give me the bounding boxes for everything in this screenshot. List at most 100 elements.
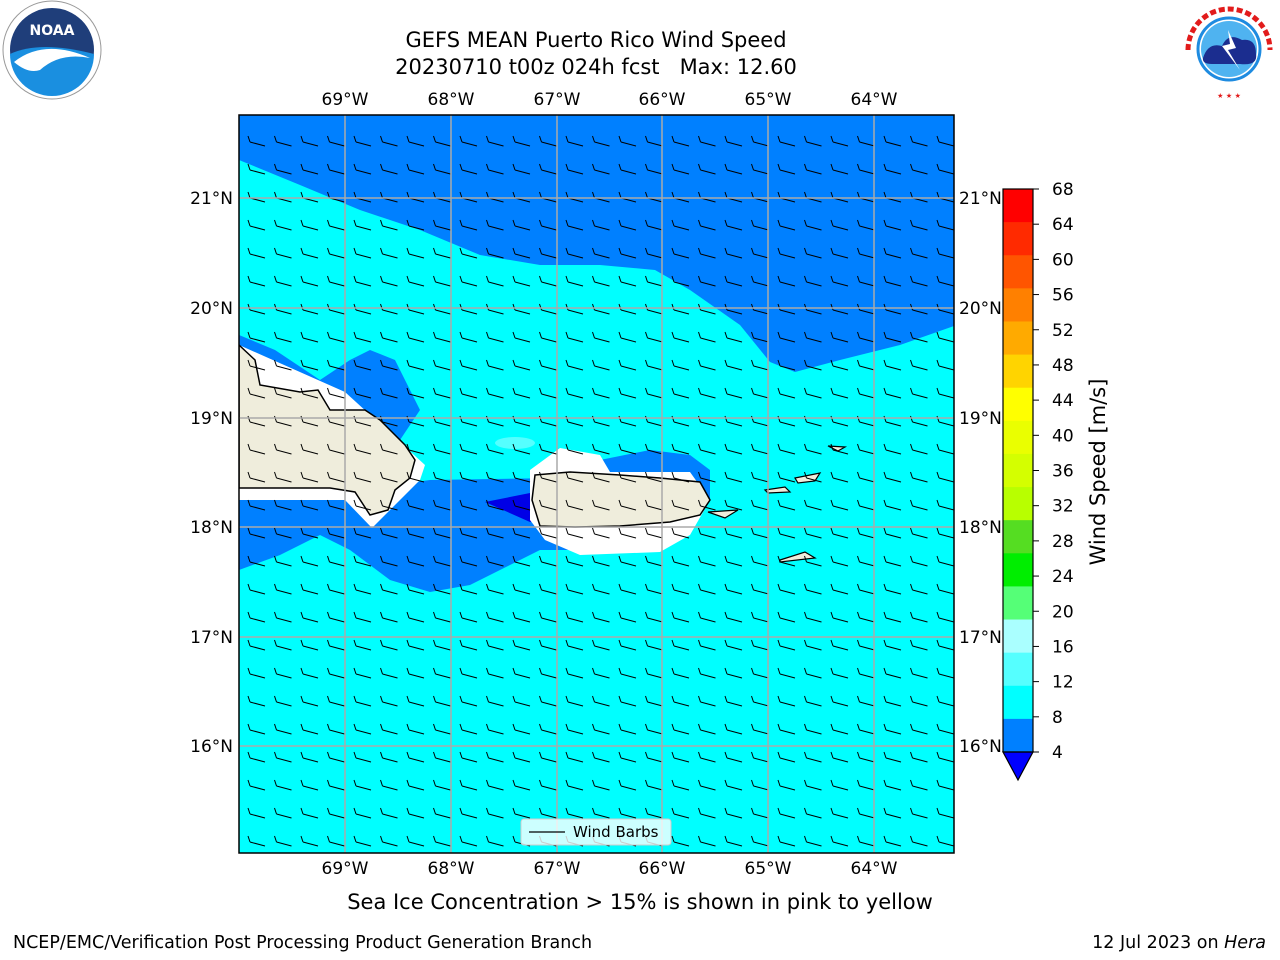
wind-barb [883, 667, 902, 679]
wind-barb [486, 779, 504, 791]
wind-barb [751, 359, 769, 371]
wind-barb [300, 471, 319, 483]
wind-barb [353, 247, 372, 259]
wind-barb [698, 443, 716, 455]
lat-labels-left: 21°N 20°N 19°N 18°N 17°N 16°N [190, 189, 233, 757]
wind-barb [671, 387, 690, 399]
wind-barb [433, 695, 451, 707]
wind-barb [406, 667, 425, 679]
wind-barb [486, 443, 504, 455]
wind-barb [512, 387, 531, 399]
wind-barb [300, 359, 319, 371]
wind-barb [380, 471, 398, 483]
wind-barb [539, 219, 557, 231]
wind-barb [300, 443, 319, 455]
wind-barb [883, 835, 902, 847]
colorbar: 68 64 60 56 52 48 44 40 36 32 28 24 20 16 12 8 4 [1001, 180, 1074, 782]
wind-barb [300, 779, 319, 791]
colorbar-segment [1003, 189, 1033, 223]
wind-barb [459, 219, 478, 231]
wind-barb [883, 275, 902, 287]
wind-barb [406, 583, 425, 595]
wind-barb [883, 471, 902, 483]
wind-barb [936, 387, 954, 399]
wind-barb [724, 219, 743, 231]
wind-barb [936, 443, 954, 455]
wind-barb [645, 275, 663, 287]
wind-barb [936, 359, 954, 371]
wind-barb [671, 499, 690, 511]
wind-barb [830, 639, 849, 651]
wind-barb [247, 583, 266, 595]
wind-barb [433, 723, 451, 735]
colorbar-segment [1003, 487, 1033, 521]
colorbar-segment [1003, 453, 1033, 488]
wind-barb [804, 639, 822, 651]
wind-barb [486, 415, 504, 427]
wind-barb [353, 415, 372, 427]
wind-barb [327, 303, 345, 315]
wind-barb [777, 359, 796, 371]
wind-barb [274, 695, 292, 707]
wind-barb [406, 219, 425, 231]
wind-barb [804, 835, 822, 847]
wind-barb [751, 611, 769, 623]
wind-barb [539, 443, 557, 455]
wind-barb [910, 387, 928, 399]
wind-barb [830, 835, 849, 847]
wind-barb [300, 163, 319, 175]
wind-barb [857, 555, 875, 567]
wind-barb [645, 499, 663, 511]
colorbar-segment [1003, 718, 1033, 753]
wind-barb [724, 639, 743, 651]
wind-barb [247, 275, 266, 287]
wind-barb [751, 443, 769, 455]
wind-barb [618, 527, 637, 539]
wind-barb [380, 751, 398, 763]
wind-barb [830, 415, 849, 427]
wind-barb [671, 471, 690, 483]
wind-barb [565, 499, 584, 511]
wind-barb [353, 471, 372, 483]
wind-barb [883, 723, 902, 735]
wind-barb [777, 583, 796, 595]
wind-barb [618, 807, 637, 819]
wind-barb [910, 807, 928, 819]
wind-barb [592, 359, 610, 371]
wind-barb [698, 583, 716, 595]
wind-barb [486, 667, 504, 679]
wind-barb [910, 415, 928, 427]
wind-barb [433, 639, 451, 651]
wind-barb [592, 303, 610, 315]
wind-barb [486, 499, 504, 511]
wind-barb [830, 583, 849, 595]
wind-barb [539, 499, 557, 511]
lat-label: 16°N [959, 737, 1002, 757]
wind-barb [724, 835, 743, 847]
wind-barb [883, 359, 902, 371]
wind-barb [459, 303, 478, 315]
wind-barb [406, 611, 425, 623]
wind-barb [433, 443, 451, 455]
wind-barb [353, 583, 372, 595]
wind-barb [592, 387, 610, 399]
wind-barb [353, 807, 372, 819]
wind-barb [936, 527, 954, 539]
lon-label: 69°W [322, 90, 369, 110]
wind-barb [274, 723, 292, 735]
wind-barb [618, 359, 637, 371]
wind-barb [645, 247, 663, 259]
wind-barb [247, 611, 266, 623]
wind-barb [936, 583, 954, 595]
wind-barb [671, 695, 690, 707]
wind-barb [300, 247, 319, 259]
wind-barb [300, 303, 319, 315]
wind-barb [353, 527, 372, 539]
wind-barb [274, 359, 292, 371]
wind-barb [936, 275, 954, 287]
wind-barb [751, 639, 769, 651]
wind-barb [380, 275, 398, 287]
wind-barb [380, 611, 398, 623]
lat-label: 19°N [190, 409, 233, 429]
wind-barb [751, 247, 769, 259]
